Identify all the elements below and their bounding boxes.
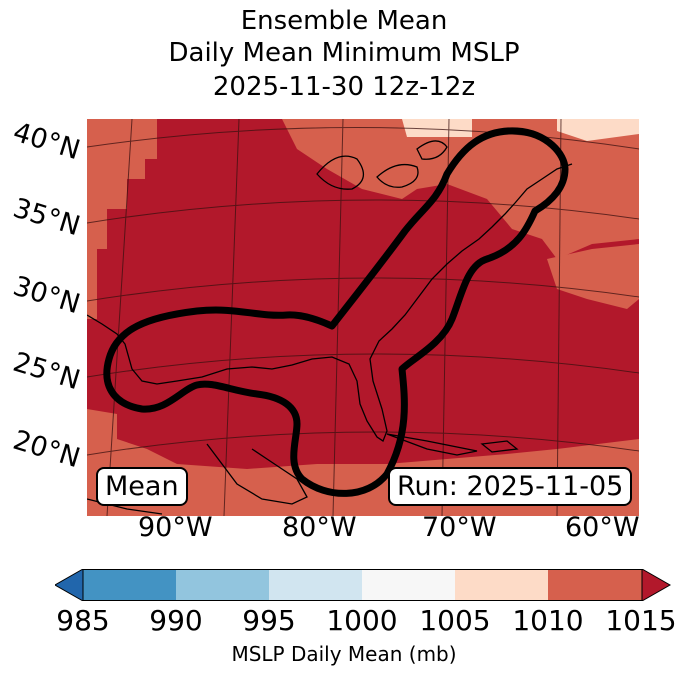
mslp-zone-low (402, 119, 472, 137)
colorbar-bin-985-990 (83, 569, 176, 601)
lon-label-90w: 90°W (138, 512, 213, 543)
mean-label-box: Mean (96, 467, 188, 506)
map-panel: Mean Run: 2025-11-05 (87, 119, 639, 516)
colorbar-bin-1000-1005 (362, 569, 455, 601)
colorbar-tick-990: 990 (149, 604, 203, 637)
mslp-contour (103, 127, 569, 497)
colorbar (55, 569, 671, 601)
title-line-2: Daily Mean Minimum MSLP (168, 38, 520, 68)
lon-label-70w: 70°W (422, 512, 497, 543)
colorbar-bin-995-1000 (269, 569, 362, 601)
colorbar-label: MSLP Daily Mean (mb) (231, 642, 457, 666)
run-date-box: Run: 2025-11-05 (388, 467, 633, 506)
colorbar-tick-995: 995 (242, 604, 296, 637)
colorbar-extend-low (55, 569, 84, 601)
title-line-1: Ensemble Mean (240, 6, 448, 36)
lat-label-30n: 30°N (9, 270, 84, 321)
title-line-3: 2025-11-30 12z-12z (212, 72, 476, 102)
mslp-zone-low-2 (557, 119, 639, 141)
lon-label-80w: 80°W (282, 512, 357, 543)
colorbar-tick-1005: 1005 (419, 604, 491, 637)
coastline (87, 140, 573, 515)
lat-label-35n: 35°N (9, 192, 84, 243)
lon-label-60w: 60°W (565, 512, 640, 543)
colorbar-bin-1005-1010 (455, 569, 548, 601)
mslp-map (87, 119, 639, 516)
colorbar-tick-1015: 1015 (605, 604, 677, 637)
colorbar-tick-1000: 1000 (326, 604, 398, 637)
lat-label-40n: 40°N (9, 116, 84, 167)
colorbar-extend-high (641, 569, 671, 601)
lat-label-25n: 25°N (9, 346, 84, 397)
mslp-zone-east (547, 244, 639, 309)
mslp-zone-nw (87, 119, 157, 319)
colorbar-tick-985: 985 (56, 604, 110, 637)
colorbar-outline (82, 569, 643, 601)
mslp-zone-ne (282, 119, 639, 259)
colorbar-tick-1010: 1010 (512, 604, 584, 637)
lat-label-20n: 20°N (9, 424, 84, 475)
colorbar-bin-1010-1015 (548, 569, 642, 601)
colorbar-bin-990-995 (176, 569, 269, 601)
